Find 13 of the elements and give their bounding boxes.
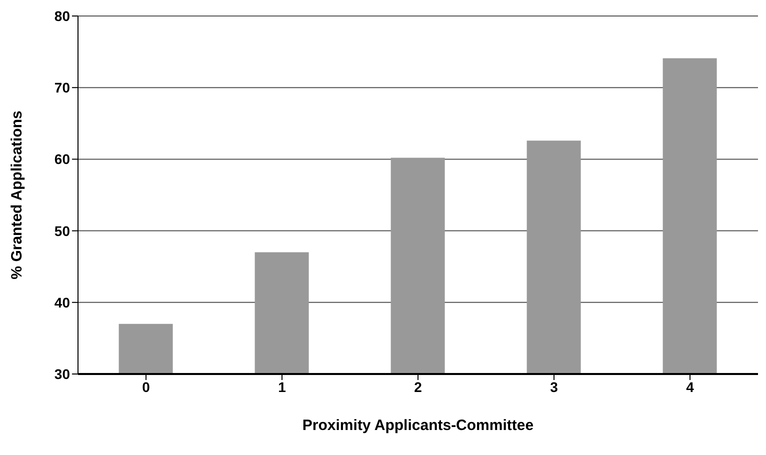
y-tick-label: 70 bbox=[54, 80, 70, 96]
y-tick-label: 60 bbox=[54, 151, 70, 168]
x-tick-label: 3 bbox=[550, 378, 558, 395]
x-tick-label: 2 bbox=[414, 378, 422, 395]
y-axis-title: % Granted Applications bbox=[8, 110, 26, 280]
y-tick-label: 30 bbox=[54, 366, 70, 382]
x-tick-label: 1 bbox=[278, 378, 286, 395]
x-tick-label: 4 bbox=[686, 378, 694, 395]
x-tick-label: 0 bbox=[142, 378, 150, 395]
y-tick-label: 80 bbox=[54, 8, 70, 24]
x-axis-title: Proximity Applicants-Committee bbox=[302, 417, 534, 434]
y-tick-label: 50 bbox=[54, 222, 70, 239]
y-tick-label: 40 bbox=[54, 294, 70, 310]
